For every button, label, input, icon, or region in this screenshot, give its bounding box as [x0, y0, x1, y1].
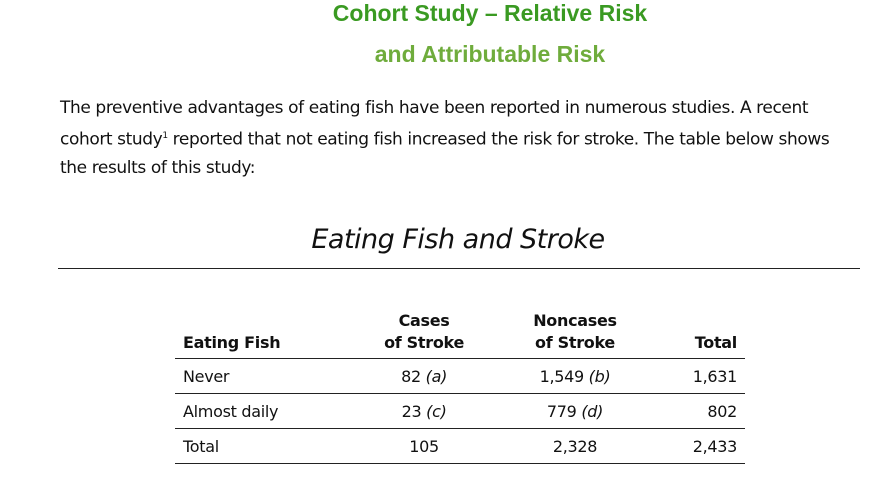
text: reported that not eating fish increased … [60, 129, 830, 178]
table-cell: 802 [651, 393, 745, 429]
column-header: Eating Fish [175, 310, 350, 359]
cell-text: Never [183, 366, 230, 386]
table-cell: 1,631 [651, 358, 745, 394]
cell-text: 802 [707, 401, 737, 421]
table-row: Total 105 2,328 2,433 [175, 428, 745, 464]
cell-letter: (d) [581, 401, 604, 421]
text: The preventive advantages of eating fish… [60, 98, 809, 150]
table-cell: 105 [349, 428, 499, 464]
cell-text: Total [183, 436, 219, 456]
header-text: of Stroke [535, 333, 615, 352]
count: 23 [401, 401, 422, 421]
table-cell: 2,433 [651, 428, 745, 464]
title: and Attributable Risk [374, 41, 606, 67]
table-cell: 2,328 [498, 428, 652, 464]
table-row: Almost daily 23 (c) 779 (d) 802 [175, 393, 745, 429]
cell-letter: (a) [425, 366, 448, 386]
rule [58, 268, 860, 269]
cell-text: 2,328 [552, 436, 598, 456]
cell-letter: (b) [588, 366, 611, 386]
table-cell: Almost daily [175, 393, 350, 429]
table-cell: 779 (d) [498, 393, 652, 429]
column-header: Cases of Stroke [349, 310, 499, 359]
header-text: Eating Fish [183, 333, 281, 352]
intro-paragraph: The preventive advantages of eating fish… [60, 94, 850, 182]
header-text: Total [694, 333, 738, 352]
count: 779 [546, 401, 577, 421]
header-text: of Stroke [384, 333, 465, 352]
cell-text: 105 [409, 436, 439, 456]
table-row: Never 82 (a) 1,549 (b) 1,631 [175, 358, 745, 394]
table-cell: 1,549 (b) [498, 358, 652, 394]
header-text: Cases [398, 311, 450, 330]
cell-letter: (c) [426, 401, 447, 421]
cell-text: 1,631 [692, 366, 738, 386]
footnote-mark: 1 [162, 131, 168, 141]
table: Eating Fish Cases of Stroke Noncases of Stro… [175, 310, 745, 464]
table-title: Eating Fish and Stroke [311, 224, 605, 255]
cell-text: 2,433 [692, 436, 738, 456]
header-text: Noncases [533, 311, 617, 330]
table-cell: 23 (c) [349, 393, 499, 429]
table-cell: Total [175, 428, 350, 464]
table-cell: Never [175, 358, 350, 394]
count: 1,549 [539, 366, 585, 386]
column-header: Total [651, 310, 745, 359]
cell-text: Almost daily [183, 401, 279, 421]
title: Cohort Study – Relative Risk [332, 0, 648, 26]
table-cell: 82 (a) [349, 358, 499, 394]
column-header: Noncases of Stroke [498, 310, 652, 359]
count: 82 [401, 366, 421, 386]
